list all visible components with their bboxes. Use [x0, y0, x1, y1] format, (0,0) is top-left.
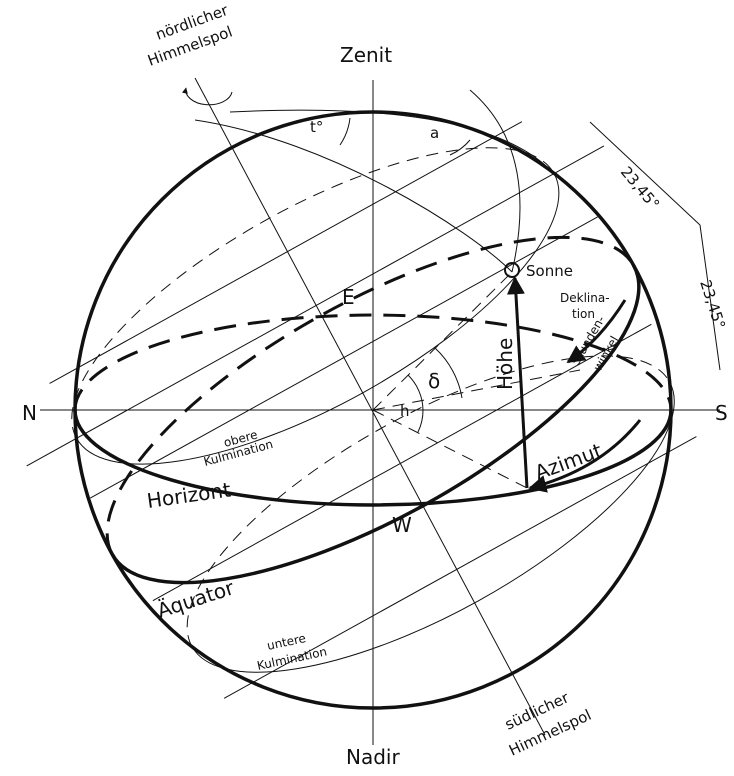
parallel-line: [90, 217, 597, 498]
label: Azimut: [532, 438, 606, 484]
label: δ: [428, 369, 440, 393]
angle-arc: [408, 375, 423, 410]
angle-arc: [340, 118, 350, 145]
angle-arc: [418, 410, 423, 432]
label: Sonne: [526, 262, 573, 280]
sun-daily-circle-back: [29, 87, 555, 438]
label: W: [392, 513, 412, 537]
azimuth-direction: [373, 410, 527, 488]
sphere-lines: [0, 59, 734, 760]
label: 23,45°: [617, 163, 663, 213]
label: h: [400, 402, 410, 420]
label: Höhe: [493, 338, 517, 390]
label: Zenit: [340, 43, 392, 67]
labels: nördlicher Himmelspol Zenit t° a 23,45° …: [22, 1, 729, 769]
celestial-sphere-diagram: nördlicher Himmelspol Zenit t° a 23,45° …: [0, 0, 734, 776]
label: Deklina-: [560, 291, 610, 305]
label: Nadir: [346, 745, 400, 769]
polar-axis: [195, 78, 545, 735]
lower-parallel-front: [192, 382, 718, 733]
label: N: [22, 401, 37, 425]
dimension-line: [590, 122, 700, 225]
label: a: [430, 124, 439, 142]
label: 23,45°: [696, 278, 729, 332]
label: E: [342, 285, 355, 309]
label: Kulmination: [256, 644, 329, 672]
arc-line: [230, 110, 545, 165]
label: S: [715, 401, 728, 425]
rotation-arrow: [186, 88, 232, 105]
label: t°: [310, 118, 323, 136]
label: Horizont: [145, 477, 232, 513]
angle-arc: [450, 140, 470, 155]
sun-direction: [373, 272, 512, 410]
